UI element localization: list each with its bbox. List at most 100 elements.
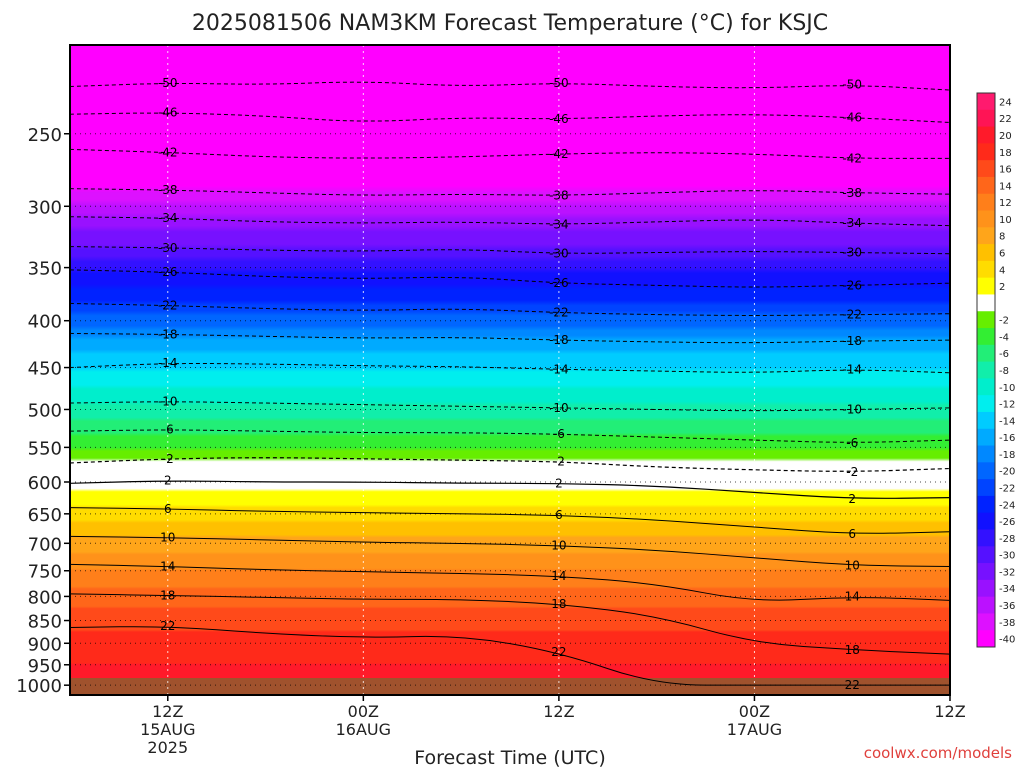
isotherm-label: -34 <box>842 216 862 230</box>
isotherm-label: -2 <box>553 455 565 469</box>
colorbar-label: -30 <box>999 551 1015 562</box>
isotherm-10 <box>70 535 950 567</box>
y-tick-label: 650 <box>28 505 62 526</box>
isotherm-label: -22 <box>158 299 178 313</box>
colorbar-label: 14 <box>999 181 1012 192</box>
x-tick-label: 00Z <box>739 702 770 721</box>
isotherm-label: -6 <box>846 436 858 450</box>
isotherm-label: -18 <box>842 334 862 348</box>
colorbar-swatch <box>977 462 995 480</box>
colorbar-swatch <box>977 294 995 312</box>
colorbar-label: -36 <box>999 601 1015 612</box>
colorbar-swatch <box>977 395 995 413</box>
y-tick-label: 750 <box>28 562 62 583</box>
isotherm-label: -34 <box>549 217 569 231</box>
plot-frame <box>69 44 951 696</box>
colorbar-swatch <box>977 361 995 379</box>
colorbar-swatch <box>977 126 995 144</box>
x-tick-label: 12Z <box>152 702 183 721</box>
x-tick-label: 17AUG <box>727 720 782 739</box>
colorbar-swatch <box>977 328 995 346</box>
isotherm-label: -46 <box>158 106 178 120</box>
isotherm-22 <box>70 626 950 686</box>
isotherm--2 <box>70 457 950 472</box>
isotherm-2 <box>70 480 950 499</box>
isotherm--14 <box>70 362 950 374</box>
isotherm--38 <box>70 188 950 196</box>
y-axis: 2503003504004505005506006507007508008509… <box>16 125 70 697</box>
colorbar-swatch <box>977 529 995 547</box>
isotherm-label: -38 <box>549 189 569 203</box>
isotherm-label: -46 <box>549 112 569 126</box>
y-tick-label: 500 <box>28 400 62 421</box>
isotherm-label: -6 <box>162 423 174 437</box>
colorbar-label: -12 <box>999 400 1015 411</box>
colorbar-swatch <box>977 596 995 614</box>
isotherm-label: -14 <box>549 362 569 376</box>
isotherm-label: 14 <box>551 569 566 583</box>
isotherm--34 <box>70 216 950 227</box>
colorbar-swatch <box>977 160 995 178</box>
y-tick-label: 400 <box>28 312 62 333</box>
isotherm-label: 2 <box>164 474 172 488</box>
colorbar-label: -24 <box>999 500 1015 511</box>
isotherm-label: -14 <box>158 356 178 370</box>
isotherm-label: -30 <box>158 241 178 255</box>
isotherm-label: 22 <box>845 678 860 692</box>
isotherm-contours: -50 -50 -50 -46 -46 -46 -42 -42 -42 -38 -38 -38 -34 -… <box>70 76 950 692</box>
colorbar-swatch <box>977 193 995 212</box>
y-tick-label: 250 <box>28 125 62 146</box>
isotherm--6 <box>70 429 950 443</box>
colorbar: 24 22 20 18 16 14 12 10 8 6 4 2 -2 -4 -6 -8 -10 -12 -14 -16… <box>976 92 1015 648</box>
colorbar-label: 10 <box>999 215 1012 226</box>
isotherm-label: -34 <box>158 211 178 225</box>
isotherm-label: -2 <box>846 465 858 479</box>
isotherm-label: -10 <box>842 402 862 416</box>
isotherm-label: -42 <box>842 151 862 165</box>
colorbar-label: 20 <box>999 131 1012 142</box>
y-tick-label: 800 <box>28 587 62 608</box>
isotherm-label: -26 <box>158 265 178 279</box>
colorbar-label: -18 <box>999 450 1015 461</box>
isotherm--26 <box>70 269 950 288</box>
colorbar-swatch <box>977 613 995 631</box>
colorbar-label: -28 <box>999 534 1015 545</box>
isotherm-label: -26 <box>842 278 862 292</box>
colorbar-label: 16 <box>999 165 1012 176</box>
isotherm-label: 18 <box>160 588 175 602</box>
isotherm-label: 22 <box>551 645 566 659</box>
isotherm-label: -38 <box>842 186 862 200</box>
colorbar-swatch <box>977 579 995 598</box>
colorbar-swatch <box>977 411 995 430</box>
isotherm-label: -50 <box>549 76 569 90</box>
colorbar-swatch <box>977 479 995 497</box>
y-tick-label: 600 <box>28 473 62 494</box>
isotherm--22 <box>70 302 950 316</box>
colorbar-swatch <box>977 428 995 447</box>
colorbar-label: 12 <box>999 198 1012 209</box>
isotherm-label: -42 <box>158 145 178 159</box>
colorbar-label: -32 <box>999 567 1015 578</box>
x-axis-label: Forecast Time (UTC) <box>414 747 605 768</box>
isotherm-label: -42 <box>549 147 569 161</box>
y-tick-label: 450 <box>28 359 62 380</box>
colorbar-swatch <box>977 495 995 514</box>
y-tick-label: 850 <box>28 612 62 633</box>
colorbar-swatch <box>977 210 995 228</box>
colorbar-swatch <box>977 344 995 363</box>
isotherm-label: -26 <box>549 276 569 290</box>
temperature-field <box>70 45 950 695</box>
y-tick-label: 300 <box>28 197 62 218</box>
colorbar-swatch <box>977 445 995 463</box>
isotherm-label: 14 <box>845 589 860 603</box>
isotherm-label: 2 <box>848 492 856 506</box>
isotherm-18 <box>70 593 950 655</box>
colorbar-swatch <box>977 378 995 396</box>
isotherm-label: 14 <box>160 559 175 573</box>
isotherm-14 <box>70 563 950 601</box>
colorbar-label: 4 <box>999 265 1005 276</box>
colorbar-label: -6 <box>999 349 1009 360</box>
x-tick-label: 15AUG <box>140 720 195 739</box>
isotherm-label: -22 <box>842 308 862 322</box>
colorbar-label: -20 <box>999 467 1015 478</box>
